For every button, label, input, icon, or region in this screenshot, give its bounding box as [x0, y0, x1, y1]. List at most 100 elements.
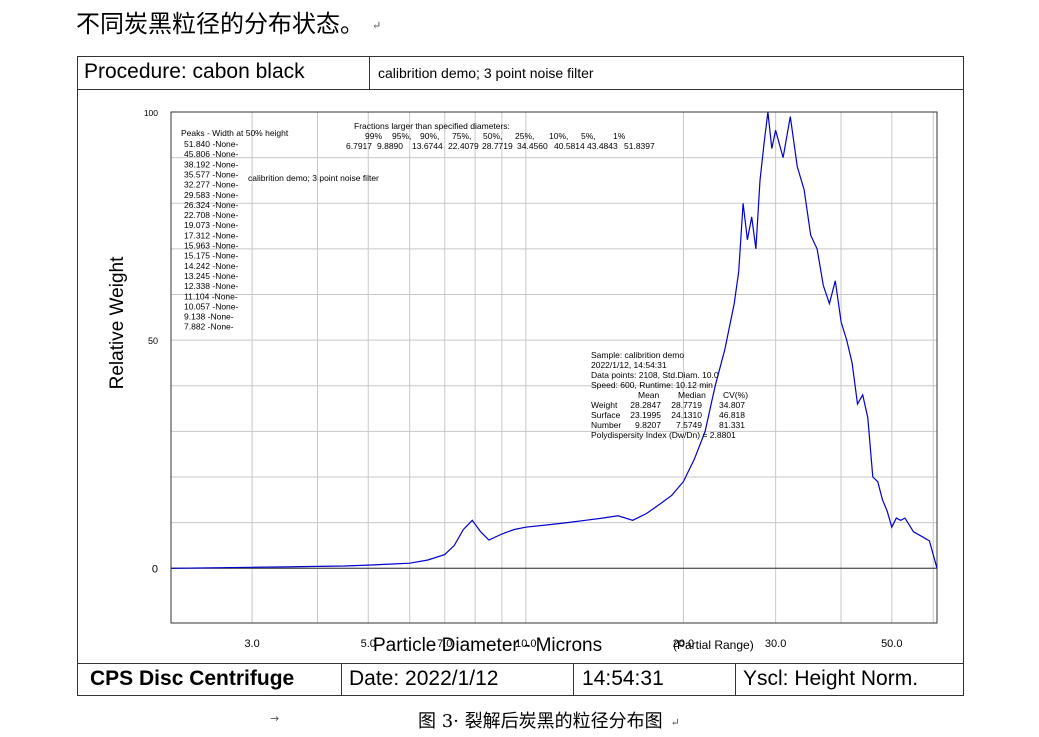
stats-mean: 9.8207: [635, 420, 661, 430]
series-line: [170, 111, 938, 569]
sample-info-line: 2022/1/12, 14:54:31: [591, 360, 667, 370]
report-header: Procedure: cabon black calibrition demo;…: [78, 57, 963, 90]
fraction-value: 40.5814: [554, 141, 585, 151]
peak-entry: 12.338 -None-: [184, 281, 239, 291]
peak-entry: 15.175 -None-: [184, 251, 239, 261]
y-tick-labels: 100 50 0: [144, 108, 158, 575]
y-tick-label: 100: [144, 108, 158, 118]
tab-mark-icon: →: [270, 712, 280, 725]
fraction-value: 43.4843: [587, 141, 618, 151]
y-scale-mode: Yscl: Height Norm.: [743, 667, 919, 690]
sample-info-line: Speed: 600, Runtime: 10.12 min: [591, 380, 713, 390]
fraction-percent: 95%,: [392, 131, 411, 141]
peak-entry: 51.840 -None-: [184, 139, 239, 149]
page-heading-text: 不同炭黑粒径的分布状态。: [76, 10, 364, 38]
y-tick-label: 50: [148, 336, 158, 346]
peak-entry: 38.192 -None-: [184, 159, 239, 169]
x-tick-labels: 3.0 5.0 7.0 10.0 20.0 30.0 50.0: [244, 638, 902, 650]
stats-row-name: Number: [591, 420, 621, 430]
stats-header: Mean: [638, 390, 660, 400]
peak-entry: 45.806 -None-: [184, 149, 239, 159]
y-tick-label: 0: [152, 563, 158, 575]
polydispersity-index: Polydispersity Index (Dw/Dn) = 2.8801: [591, 430, 736, 440]
stats-median: 7.5749: [676, 420, 702, 430]
x-tick-label: 10.0: [515, 638, 536, 650]
stats-row-name: Surface: [591, 410, 621, 420]
run-date: Date: 2022/1/12: [349, 667, 499, 690]
peak-entry: 10.057 -None-: [184, 301, 239, 311]
stats-cv: 46.818: [719, 410, 745, 420]
procedure-label: Procedure: cabon black: [84, 60, 305, 83]
return-mark-icon: ↵: [670, 715, 680, 729]
fraction-value: 6.7917: [346, 141, 372, 151]
y-axis-label: Relative Weight: [107, 256, 128, 389]
fraction-percent: 1%: [613, 131, 626, 141]
distribution-chart: 100 50 0 3.0 5.0 7.0 10.0 20.0 30.0 50.0 Relativ…: [107, 108, 938, 656]
page-heading: 不同炭黑粒径的分布状态。 ↵: [76, 4, 381, 39]
fraction-percent: 99%: [365, 131, 382, 141]
x-tick-label: 7.0: [437, 638, 452, 650]
peak-entry: 22.708 -None-: [184, 210, 239, 220]
stats-header: Median: [678, 390, 706, 400]
x-tick-label: 3.0: [244, 638, 259, 650]
peak-entry: 35.577 -None-: [184, 169, 239, 179]
fraction-percent: 25%,: [515, 131, 534, 141]
x-tick-label: 30.0: [765, 638, 786, 650]
fraction-percent: 75%,: [452, 131, 471, 141]
procedure-description: calibrition demo; 3 point noise filter: [378, 65, 594, 81]
stats-median: 28.7719: [671, 400, 702, 410]
peak-entry: 26.324 -None-: [184, 200, 239, 210]
fraction-value: 34.4560: [517, 141, 548, 151]
fraction-value: 13.6744: [412, 141, 443, 151]
peak-entry: 11.104 -None-: [184, 291, 238, 301]
instrument-name: CPS Disc Centrifuge: [90, 667, 295, 690]
stats-row-name: Weight: [591, 400, 618, 410]
stats-cv: 81.331: [719, 420, 745, 430]
report-footer: CPS Disc Centrifuge Date: 2022/1/12 14:5…: [78, 663, 963, 695]
fraction-percent: 50%,: [483, 131, 502, 141]
peak-entry: 32.277 -None-: [184, 180, 239, 190]
footer-divider: [341, 664, 342, 695]
stats-mean: 28.2847: [630, 400, 661, 410]
peak-entry: 19.073 -None-: [184, 220, 239, 230]
x-tick-label: 20.0: [673, 638, 694, 650]
peak-entry: 9.138 -None-: [184, 312, 234, 322]
x-tick-label: 5.0: [361, 638, 376, 650]
fraction-percent: 10%,: [549, 131, 568, 141]
figure-caption: 图 3· 裂解后炭黑的粒径分布图 ↵: [418, 707, 680, 733]
plot-area-border: [170, 111, 938, 624]
header-divider: [369, 57, 370, 89]
peak-entry: 15.963 -None-: [184, 241, 239, 251]
fraction-value: 9.8890: [377, 141, 403, 151]
fractions-title: Fractions larger than specified diameter…: [354, 121, 510, 131]
x-axis-note: (Partial Range): [673, 638, 754, 652]
peak-entry: 17.312 -None-: [184, 230, 239, 240]
sample-info-line: Data points: 2108, Std.Diam. 10.0: [591, 370, 719, 380]
sample-info-line: Sample: calibrition demo: [591, 350, 684, 360]
fraction-value: 28.7719: [482, 141, 513, 151]
footer-divider: [573, 664, 574, 695]
peaks-title: Peaks - Width at 50% height: [181, 128, 289, 138]
fraction-value: 51.8397: [624, 141, 655, 151]
stats-cv: 34.807: [719, 400, 745, 410]
figure-caption-text: 图 3· 裂解后炭黑的粒径分布图: [418, 711, 663, 732]
fraction-value: 22.4079: [448, 141, 479, 151]
report-frame: Procedure: cabon black calibrition demo;…: [77, 56, 964, 696]
stats-header: CV(%): [723, 390, 748, 400]
chart-grid: [171, 111, 937, 623]
peak-entry: 14.242 -None-: [184, 261, 239, 271]
peak-entry: 13.245 -None-: [184, 271, 239, 281]
x-axis-label: Particle Diameter - Microns: [373, 635, 602, 656]
footer-divider: [735, 664, 736, 695]
stats-median: 24.1310: [671, 410, 702, 420]
fraction-percent: 90%,: [420, 131, 439, 141]
fractions-annotation: Fractions larger than specified diameter…: [346, 121, 655, 151]
inner-description-label: calibrition demo; 3 point noise filter: [248, 173, 379, 183]
fraction-percent: 5%,: [581, 131, 596, 141]
return-mark-icon: ↵: [372, 19, 382, 32]
stats-mean: 23.1995: [630, 410, 661, 420]
run-time: 14:54:31: [582, 667, 664, 690]
peak-entry: 29.583 -None-: [184, 190, 239, 200]
